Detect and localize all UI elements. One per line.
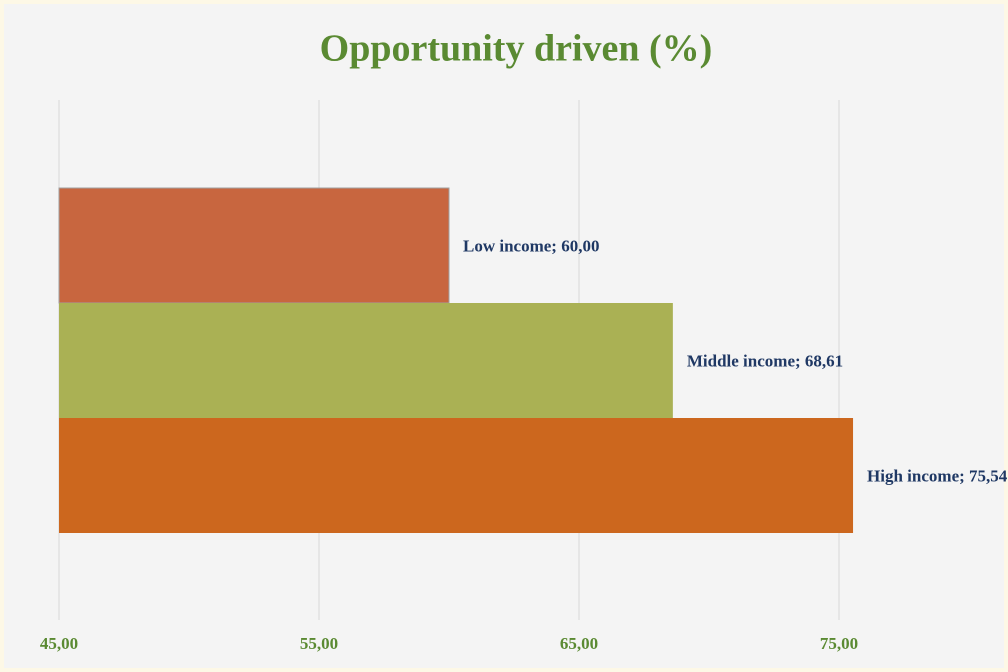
bar (59, 418, 854, 533)
bar (58, 187, 450, 304)
x-tick-label: 75,00 (820, 634, 858, 653)
x-tick-label: 55,00 (300, 634, 338, 653)
bar (59, 303, 673, 418)
chart-title: Opportunity driven (%) (320, 28, 713, 70)
x-tick-label: 65,00 (560, 634, 598, 653)
x-tick-label: 45,00 (40, 634, 78, 653)
data-label: Middle income; 68,61 (687, 351, 843, 370)
data-label: Low income; 60,00 (463, 236, 599, 255)
data-label: High income; 75,54 (867, 466, 1008, 485)
